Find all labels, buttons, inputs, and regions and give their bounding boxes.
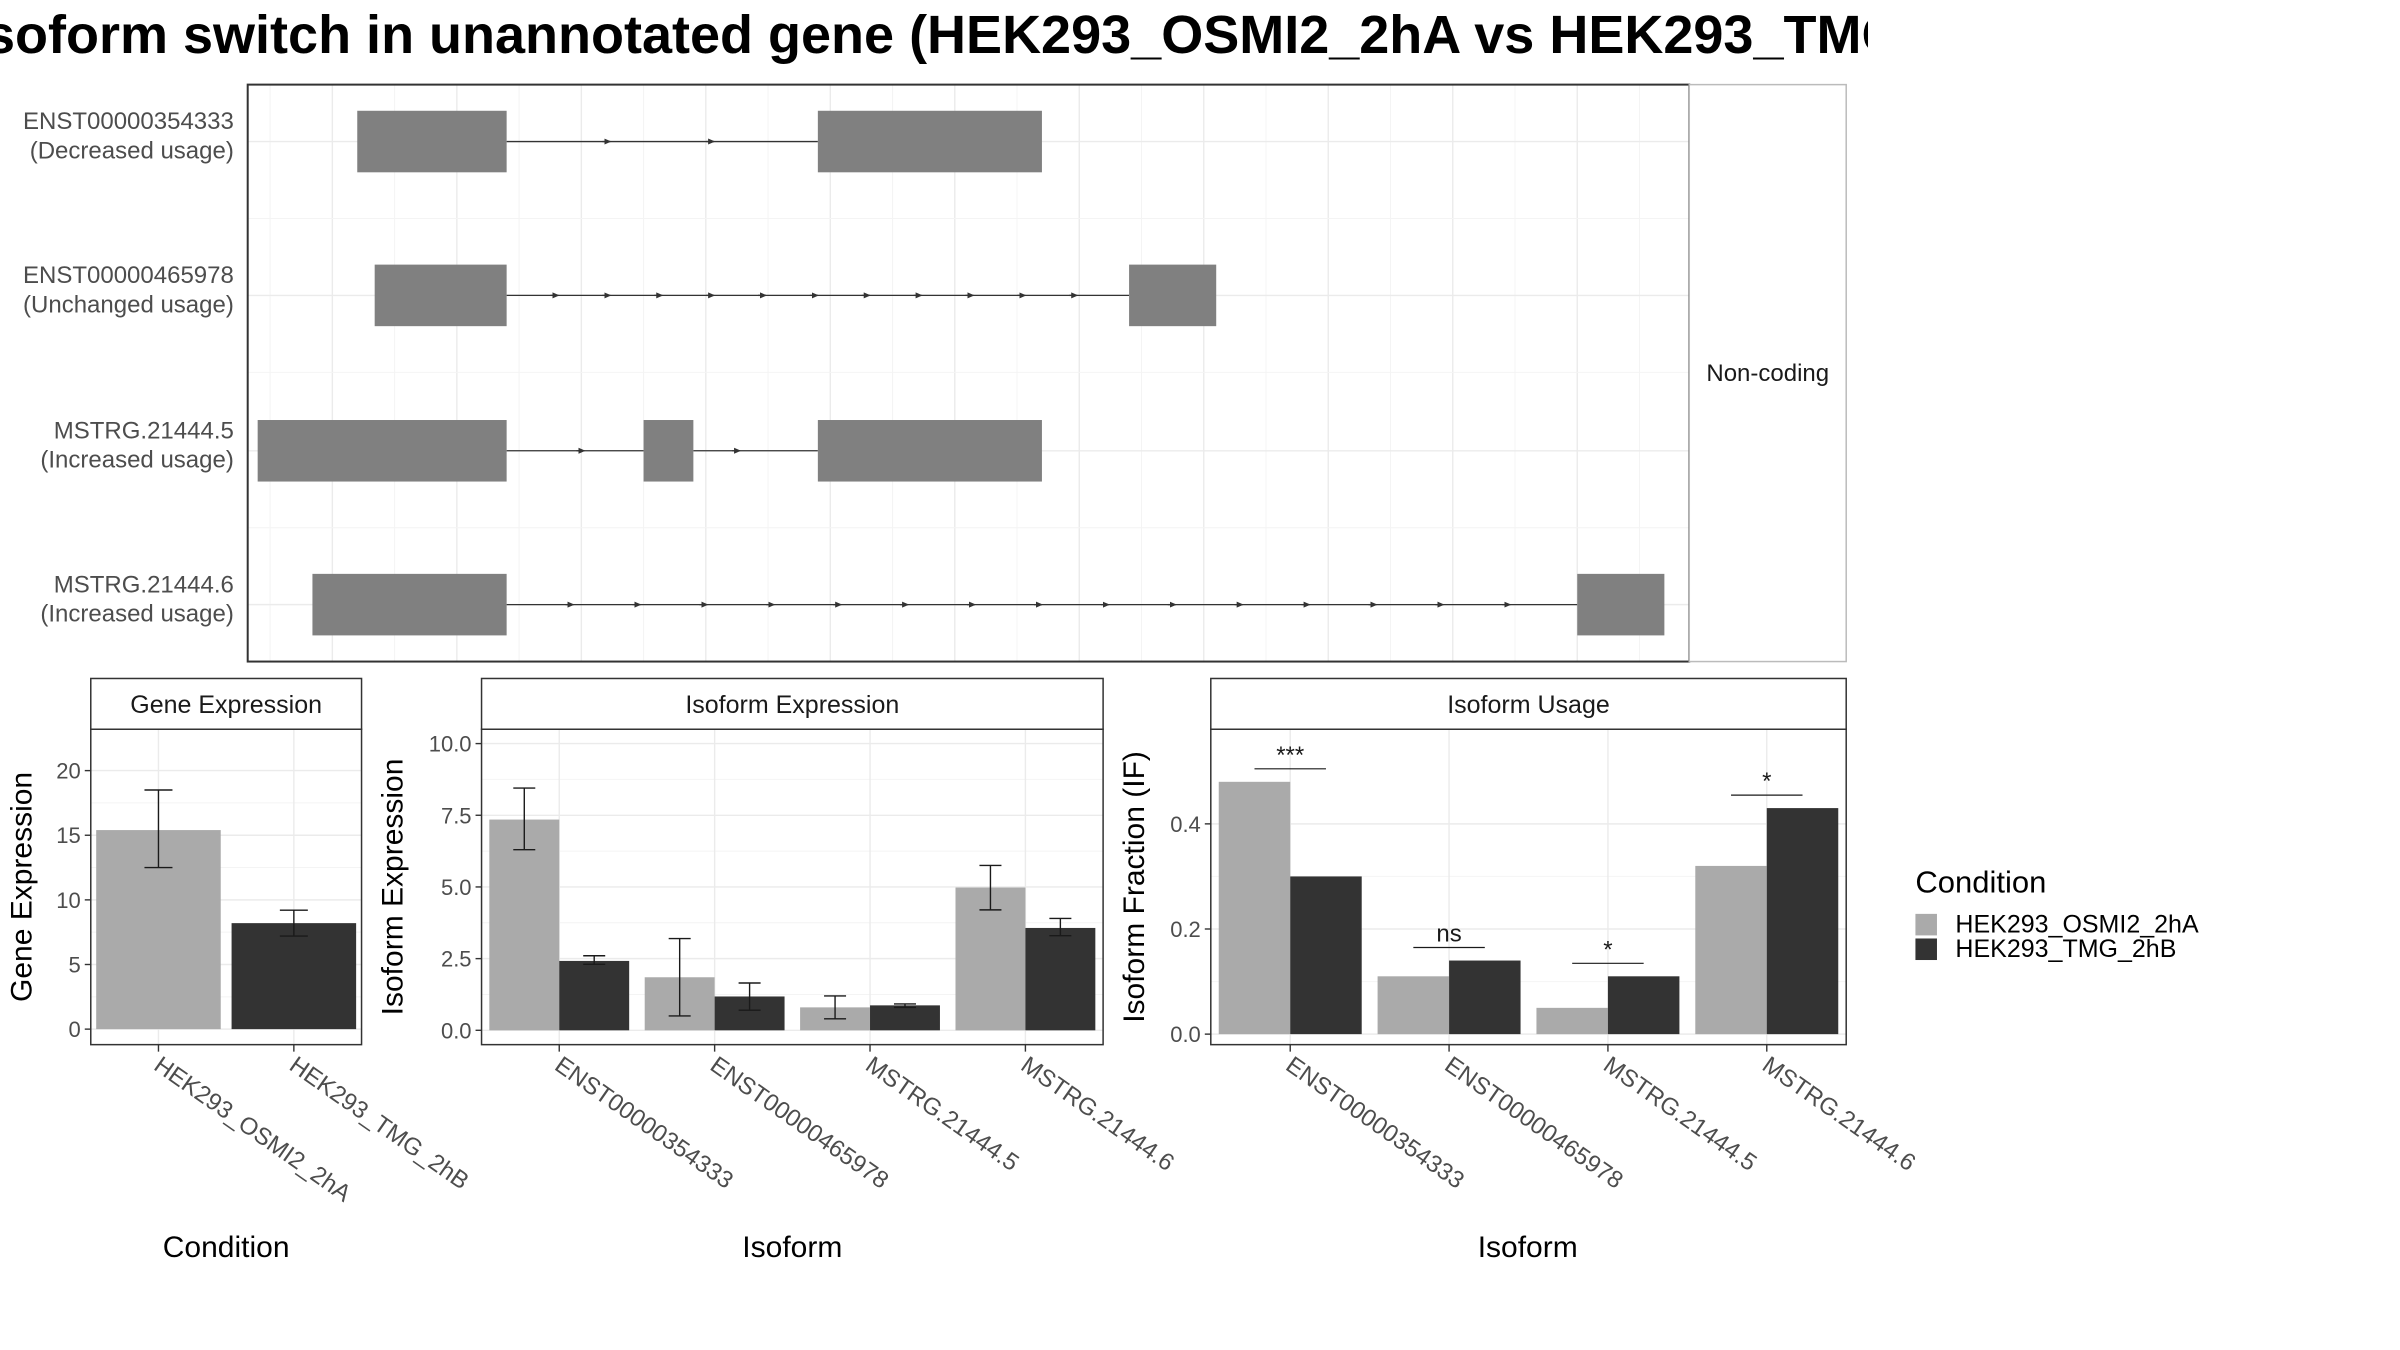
y-axis-title: Isoform Fraction (IF)	[1118, 751, 1151, 1023]
panel-title: Isoform Expression	[685, 691, 899, 719]
bar	[1025, 927, 1096, 1031]
transcript-usage-label: (Unchanged usage)	[23, 291, 234, 318]
transcript-id-label: MSTRG.21444.5	[54, 417, 234, 444]
x-axis-title: Isoform	[1478, 1231, 1578, 1264]
y-axis-title: Gene Expression	[6, 772, 39, 1002]
exon-block	[1577, 573, 1665, 636]
bar	[1536, 1007, 1608, 1035]
exon-block	[357, 110, 507, 173]
bar	[955, 887, 1026, 1031]
significance-label: ns	[1436, 921, 1461, 948]
significance-label: *	[1762, 768, 1771, 795]
bar	[870, 1005, 940, 1031]
legend-item-label: HEK293_TMG_2hB	[1955, 935, 2176, 963]
y-tick-label: 7.5	[441, 803, 472, 828]
legend-title: Condition	[1915, 864, 2046, 899]
y-tick-label: 0.0	[441, 1018, 472, 1043]
panel-border	[480, 728, 1104, 1046]
bar	[1377, 976, 1450, 1035]
transcript-usage-label: (Increased usage)	[40, 447, 233, 474]
y-tick-label: 0	[69, 1017, 81, 1042]
bar	[1449, 960, 1521, 1035]
x-axis-title: Condition	[163, 1231, 290, 1264]
transcript-id-label: ENST00000465978	[23, 262, 234, 289]
y-axis-title: Isoform Expression	[376, 759, 409, 1016]
exon-block	[817, 420, 1042, 482]
figure-title: Isoform switch in unannotated gene (HEK2…	[0, 5, 1868, 65]
x-tick-label: MSTRG.21444.6	[1016, 1051, 1179, 1176]
legend-item-label: HEK293_OSMI2_2hA	[1955, 910, 2199, 938]
y-tick-label: 5	[69, 953, 81, 978]
x-tick-label: MSTRG.21444.5	[861, 1051, 1024, 1176]
bar	[489, 819, 560, 1031]
figure-title-clip: Isoform switch in unannotated gene (HEK2…	[0, 0, 1868, 84]
y-tick-label: 2.5	[441, 947, 472, 972]
bar	[1766, 808, 1839, 1035]
significance-label: ***	[1276, 742, 1304, 769]
y-tick-label: 10	[56, 888, 80, 913]
y-tick-label: 5.0	[441, 875, 472, 900]
bar	[1695, 865, 1767, 1035]
bar	[231, 923, 357, 1030]
y-tick-label: 0.4	[1170, 812, 1201, 837]
exon-block	[257, 420, 507, 482]
x-axis-title: Isoform	[742, 1231, 842, 1264]
exon-block	[374, 264, 507, 327]
legend-swatch	[1915, 938, 1937, 961]
y-tick-label: 0.0	[1170, 1022, 1201, 1047]
bar	[1290, 876, 1362, 1035]
panel-border	[90, 728, 363, 1046]
transcript-usage-label: (Increased usage)	[40, 601, 233, 628]
y-tick-label: 20	[56, 759, 80, 784]
exon-block	[643, 420, 694, 482]
exon-block	[1129, 264, 1217, 327]
x-tick-label: MSTRG.21444.5	[1598, 1051, 1761, 1176]
panel-border	[1210, 728, 1847, 1046]
structure-strip-box	[1688, 83, 1847, 663]
structure-strip-label: Non-coding	[1706, 360, 1829, 387]
panel-title: Isoform Usage	[1447, 691, 1610, 719]
panel-strip	[90, 677, 363, 730]
y-tick-label: 0.2	[1170, 917, 1201, 942]
bar	[1607, 976, 1680, 1035]
exon-block	[312, 573, 507, 636]
transcript-usage-label: (Decreased usage)	[30, 137, 234, 164]
bar	[1218, 781, 1291, 1035]
transcript-id-label: MSTRG.21444.6	[54, 571, 234, 598]
x-tick-label: MSTRG.21444.6	[1757, 1051, 1920, 1176]
bar	[559, 960, 630, 1031]
legend-swatch	[1915, 913, 1937, 936]
y-tick-label: 15	[56, 823, 80, 848]
panel-title: Gene Expression	[130, 691, 322, 719]
exon-block	[817, 110, 1042, 173]
significance-label: *	[1603, 936, 1612, 963]
structure-panel-bg	[247, 84, 1690, 662]
y-tick-label: 10.0	[429, 732, 472, 757]
transcript-id-label: ENST00000354333	[23, 108, 234, 135]
